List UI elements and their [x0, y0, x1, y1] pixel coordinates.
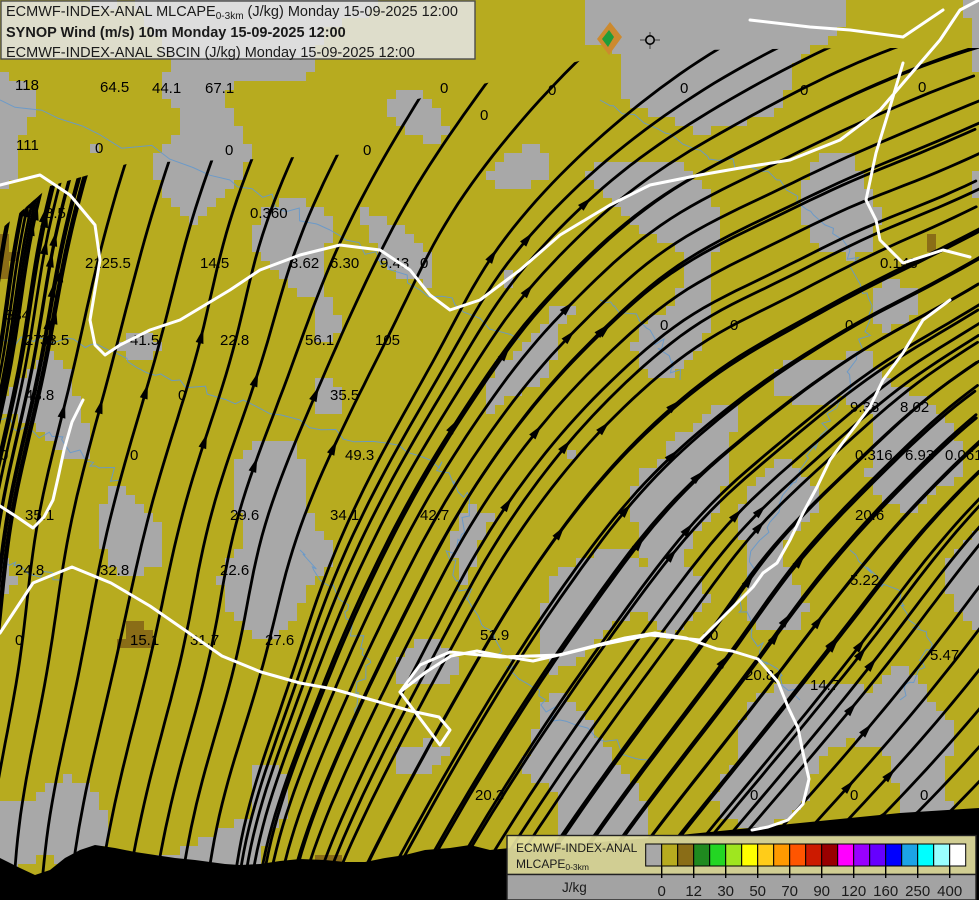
- svg-text:50: 50: [749, 883, 766, 900]
- svg-text:30: 30: [717, 883, 734, 900]
- svg-text:ECMWF-INDEX-ANAL SBCIN (J/kg): ECMWF-INDEX-ANAL SBCIN (J/kg) Monday 15-…: [6, 45, 415, 61]
- svg-text:160: 160: [873, 883, 898, 900]
- svg-text:29.6: 29.6: [230, 507, 259, 524]
- svg-text:ECMWF-INDEX-ANAL: ECMWF-INDEX-ANAL: [516, 841, 638, 855]
- svg-text:111: 111: [16, 137, 39, 154]
- svg-text:0: 0: [225, 142, 233, 159]
- svg-text:0.316: 0.316: [855, 447, 893, 464]
- svg-text:9.43: 9.43: [380, 255, 409, 272]
- svg-text:120: 120: [841, 883, 866, 900]
- svg-text:J/kg: J/kg: [562, 880, 587, 895]
- svg-text:250: 250: [905, 883, 930, 900]
- svg-text:0: 0: [850, 787, 858, 804]
- svg-text:0: 0: [130, 447, 138, 464]
- svg-text:64.5: 64.5: [100, 79, 129, 96]
- svg-text:90: 90: [813, 883, 830, 900]
- svg-text:12: 12: [685, 883, 702, 900]
- svg-text:5.5: 5.5: [110, 255, 131, 272]
- svg-text:0: 0: [95, 140, 103, 157]
- svg-text:0: 0: [680, 80, 688, 97]
- svg-text:32.8: 32.8: [100, 562, 129, 579]
- svg-text:56.1: 56.1: [305, 332, 334, 349]
- svg-text:0: 0: [363, 142, 371, 159]
- svg-text:0: 0: [480, 107, 488, 124]
- svg-text:SYNOP Wind (m/s) 10m Monday 15: SYNOP Wind (m/s) 10m Monday 15-09-2025 1…: [6, 25, 346, 41]
- svg-text:118: 118: [15, 77, 39, 94]
- svg-text:70: 70: [781, 883, 798, 900]
- svg-text:0: 0: [440, 80, 448, 97]
- svg-text:41.5: 41.5: [130, 332, 159, 349]
- svg-text:67.1: 67.1: [205, 80, 234, 97]
- svg-text:49.3: 49.3: [345, 447, 374, 464]
- svg-text:14.5: 14.5: [200, 255, 229, 272]
- svg-text:0: 0: [658, 883, 666, 900]
- svg-text:400: 400: [937, 883, 962, 900]
- svg-text:44.1: 44.1: [152, 80, 181, 97]
